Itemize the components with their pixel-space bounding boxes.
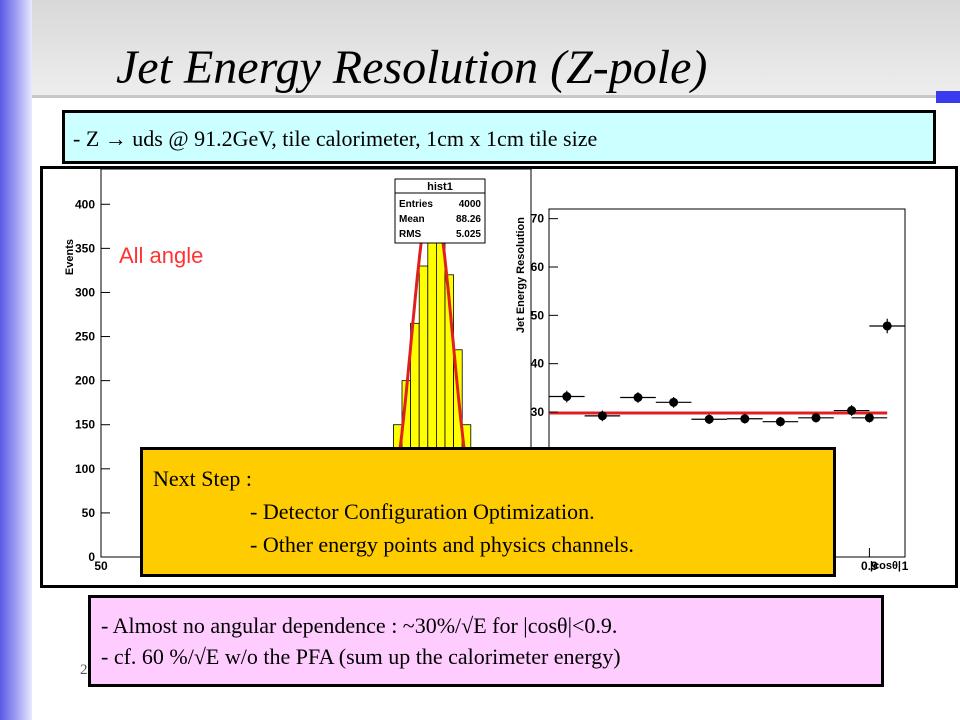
title-underline: [32, 95, 960, 98]
histogram-y-tick-label: 50: [82, 506, 96, 520]
histogram-y-tick-label: 200: [75, 374, 95, 388]
resolution-point: [691, 414, 727, 425]
next-step-box: Next Step : - Detector Configuration Opt…: [140, 447, 836, 577]
resolution-x-label: |cosθ|: [870, 560, 901, 572]
title-accent-tab: [936, 91, 960, 103]
histogram-y-tick-label: 150: [75, 418, 95, 432]
resolution-point: [727, 413, 763, 424]
resolution-point: [833, 405, 870, 416]
point-marker: [740, 414, 750, 424]
stats-box-frame: [394, 178, 486, 244]
histogram-y-tick-label: 0: [88, 550, 95, 564]
summary-line: - Almost no angular dependence : ~30%/√E…: [101, 613, 618, 638]
histogram-y-tick-label: 250: [75, 330, 95, 344]
resolution-point: [869, 318, 905, 334]
histogram-y-tick-label: 100: [75, 462, 95, 476]
resolution-y-tick-label: 30: [531, 405, 545, 419]
histogram-y-ticks: 0 50 100 150 200 250 300 350 400: [75, 197, 110, 564]
resolution-point: [584, 410, 621, 422]
resolution-x-tick-label: 1: [902, 559, 909, 573]
resolution-x-tick-label: 0.9: [861, 559, 878, 573]
point-marker: [775, 417, 785, 427]
stats-mean-value: 88.26: [456, 214, 481, 225]
stats-rms-value: 5.025: [456, 229, 481, 240]
point-marker: [811, 413, 821, 423]
resolution-y-tick-label: 40: [531, 357, 545, 371]
resolution-x-ticks: 0.9 1: [861, 548, 909, 573]
resolution-point: [798, 412, 834, 423]
resolution-y-tick-label: 50: [531, 308, 545, 322]
resolution-point: [620, 392, 656, 403]
title-background: [32, 0, 960, 96]
stats-title: hist1: [427, 181, 453, 193]
slide-title: Jet Energy Resolution (Z-pole): [116, 41, 708, 94]
left-accent-band: [0, 0, 32, 720]
resolution-y-label: Jet Energy Resolution: [515, 217, 527, 333]
histogram-y-tick-label: 400: [75, 197, 95, 211]
resolution-points: [549, 318, 905, 427]
resolution-point: [549, 390, 585, 403]
stats-mean-label: Mean: [399, 214, 425, 225]
next-step-item: - Detector Configuration Optimization.: [250, 499, 595, 524]
histogram-stats-box: hist1 Entries 4000 Mean 88.26 RMS 5.025: [394, 178, 486, 244]
resolution-y-ticks: 30 40 50 60 70: [531, 212, 558, 419]
point-marker: [864, 413, 874, 423]
info-text: - Z → uds @ 91.2GeV, tile calorimeter, 1…: [73, 126, 598, 151]
stats-entries-label: Entries: [399, 199, 433, 210]
point-marker: [847, 406, 857, 416]
point-marker: [704, 414, 714, 424]
stats-entries-value: 4000: [459, 199, 482, 210]
histogram-y-tick-label: 350: [75, 241, 95, 255]
next-step-heading: Next Step :: [153, 466, 252, 491]
histogram-annotation: All angle: [119, 243, 203, 268]
histogram-y-tick-label: 300: [75, 285, 95, 299]
point-marker: [633, 393, 643, 402]
histogram-x-tick-label: 50: [94, 559, 108, 573]
point-marker: [669, 397, 679, 407]
histogram-y-label: Events: [64, 239, 76, 275]
resolution-point: [851, 412, 888, 423]
summary-line: - cf. 60 %/√E w/o the PFA (sum up the ca…: [101, 644, 621, 669]
resolution-point: [655, 397, 692, 408]
page-number: 2: [80, 662, 88, 678]
summary-box: - Almost no angular dependence : ~30%/√E…: [88, 595, 884, 687]
point-marker: [562, 392, 572, 402]
resolution-y-tick-label: 70: [531, 212, 545, 226]
stats-rms-label: RMS: [399, 229, 422, 240]
resolution-point: [762, 416, 799, 427]
next-step-item: - Other energy points and physics channe…: [250, 532, 634, 557]
histogram-x-ticks: 50: [94, 548, 108, 573]
point-marker: [882, 321, 892, 331]
info-box: - Z → uds @ 91.2GeV, tile calorimeter, 1…: [62, 110, 936, 164]
point-marker: [597, 411, 607, 421]
resolution-y-tick-label: 60: [531, 260, 545, 274]
